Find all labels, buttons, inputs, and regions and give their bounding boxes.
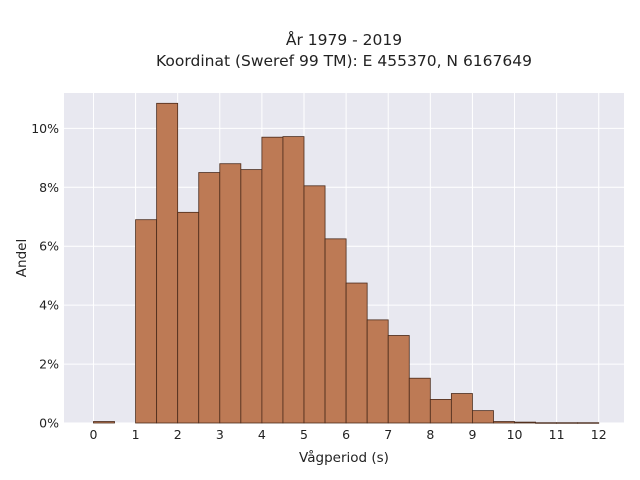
x-tick-label: 5 [300, 427, 308, 442]
y-tick-labels: 0% 2% 4% 6% 8% 10% [31, 121, 59, 431]
y-tick-label: 0% [39, 416, 59, 431]
x-tick-label: 6 [342, 427, 350, 442]
x-tick-label: 1 [132, 427, 140, 442]
x-tick-label: 11 [549, 427, 565, 442]
x-tick-label: 7 [384, 427, 392, 442]
x-tick-label: 9 [468, 427, 476, 442]
y-tick-label: 4% [39, 298, 59, 313]
x-tick-label: 10 [507, 427, 523, 442]
histogram-bar [387, 335, 410, 424]
histogram-bar [93, 421, 115, 424]
x-tick-label: 12 [591, 427, 607, 442]
x-tick-label: 4 [258, 427, 266, 442]
histogram-bar [450, 393, 473, 424]
histogram-bar [472, 410, 494, 424]
bars-group [93, 102, 600, 424]
histogram-bar [429, 399, 452, 424]
histogram-bar [324, 238, 347, 424]
histogram-bar [135, 219, 158, 424]
x-tick-label: 0 [89, 427, 97, 442]
histogram-bar [303, 185, 326, 424]
histogram-bar [240, 169, 263, 424]
y-axis-label: Andel [14, 239, 30, 277]
x-tick-label: 3 [216, 427, 224, 442]
histogram-bar [282, 136, 305, 424]
histogram-bar [556, 422, 579, 424]
chart-title-line2: Koordinat (Sweref 99 TM): E 455370, N 61… [156, 52, 532, 70]
histogram-bar [177, 211, 200, 424]
chart-title-line1: År 1979 - 2019 [286, 30, 402, 49]
x-tick-labels: 0 1 2 3 4 5 6 7 8 9 10 11 12 [89, 427, 606, 442]
histogram-bar [408, 377, 431, 424]
histogram-bar [577, 422, 600, 424]
histogram-bar [219, 163, 242, 424]
x-tick-label: 8 [426, 427, 434, 442]
histogram-bar [198, 172, 221, 424]
x-tick-label: 2 [174, 427, 182, 442]
y-tick-label: 8% [39, 180, 59, 195]
histogram-bar [345, 282, 368, 424]
y-tick-label: 6% [39, 239, 59, 254]
y-tick-label: 10% [31, 121, 59, 136]
histogram-bar [493, 421, 515, 424]
histogram-bar [535, 422, 558, 424]
x-axis-label: Vågperiod (s) [299, 449, 389, 466]
histogram-bar [514, 421, 536, 424]
y-tick-label: 2% [39, 357, 59, 372]
histogram-bar [261, 136, 284, 424]
histogram-bar [366, 319, 389, 424]
histogram-bar [156, 102, 179, 424]
